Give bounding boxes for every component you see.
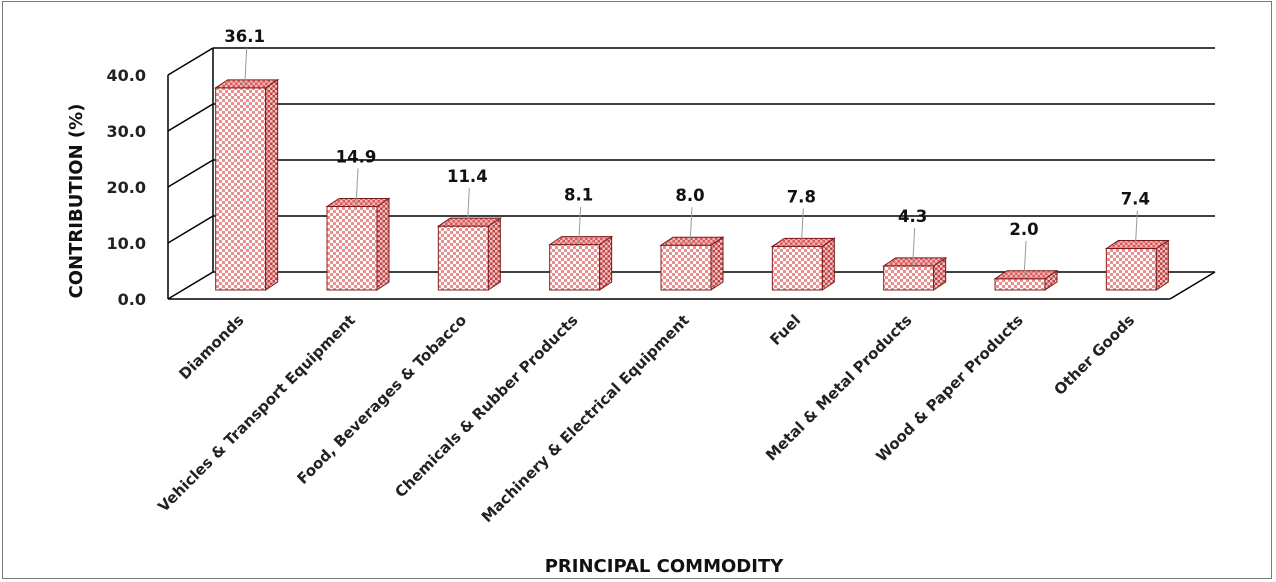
x-tick-label: Vehicles & Transport Equipment xyxy=(154,311,358,515)
data-label-leader xyxy=(689,207,693,245)
x-axis-title: PRINCIPAL COMMODITY xyxy=(545,556,784,577)
bar-top xyxy=(436,217,502,227)
bar-front xyxy=(771,245,823,291)
data-label: 7.4 xyxy=(1121,190,1150,209)
bar-side xyxy=(821,237,835,291)
x-tick-label: Other Goods xyxy=(1050,311,1138,399)
x-tick-label: Machinery & Electrical Equipment xyxy=(478,311,693,526)
bar-front xyxy=(215,87,267,291)
x-tick-label: Diamonds xyxy=(175,311,247,383)
gridline-depth xyxy=(167,47,214,76)
bar-front xyxy=(994,278,1046,291)
bar-front xyxy=(437,225,489,291)
data-label-leader xyxy=(244,47,248,87)
y-axis-title: CONTRIBUTION (%) xyxy=(66,104,87,299)
gridline-depth xyxy=(167,215,214,244)
bar-front xyxy=(883,265,935,291)
data-label-leader xyxy=(466,188,470,226)
bar-front xyxy=(660,244,712,291)
y-tick-label: 10.0 xyxy=(107,234,146,253)
gridline-depth xyxy=(167,271,214,300)
data-label: 36.1 xyxy=(224,27,265,46)
bar-top xyxy=(659,236,725,246)
gridline-depth xyxy=(167,159,214,188)
y-tick-label: 40.0 xyxy=(107,66,146,85)
data-label-leader xyxy=(355,168,359,206)
data-label: 7.8 xyxy=(787,187,816,206)
data-label-leader xyxy=(912,227,916,265)
bar-top xyxy=(548,236,614,246)
bar-front xyxy=(326,206,378,291)
data-label: 11.4 xyxy=(447,167,488,186)
data-label: 14.9 xyxy=(336,148,377,167)
y-tick-label: 30.0 xyxy=(107,122,146,141)
bar-side xyxy=(487,217,501,291)
bars xyxy=(214,78,1170,291)
data-label: 8.0 xyxy=(675,186,704,205)
data-label-leader xyxy=(1023,240,1027,278)
y-tick-label: 20.0 xyxy=(107,178,146,197)
floor-right-edge xyxy=(1169,271,1216,300)
data-label: 8.1 xyxy=(564,186,593,205)
bar-top xyxy=(1104,240,1170,250)
bar-top xyxy=(770,237,836,247)
bar-side xyxy=(710,236,724,291)
data-label: 2.0 xyxy=(1009,220,1038,239)
bar-front xyxy=(549,244,601,291)
bar-top xyxy=(214,79,280,89)
bar-top xyxy=(325,198,391,208)
gridline-depth xyxy=(167,103,214,132)
bar-side xyxy=(1155,239,1169,291)
x-tick-label: Chemicals & Rubber Products xyxy=(391,311,581,501)
bar-top xyxy=(882,257,948,267)
data-label-leader xyxy=(578,206,582,244)
x-tick-label: Fuel xyxy=(766,311,804,349)
bar-top xyxy=(993,270,1059,280)
bar-side xyxy=(599,235,613,291)
data-label: 4.3 xyxy=(898,207,927,226)
bar-side xyxy=(376,197,390,291)
bar-front xyxy=(1105,248,1157,291)
data-label-leader xyxy=(800,208,804,246)
bar-side xyxy=(265,78,279,291)
data-label-leader xyxy=(1134,210,1138,248)
y-tick-label: 0.0 xyxy=(118,290,146,309)
